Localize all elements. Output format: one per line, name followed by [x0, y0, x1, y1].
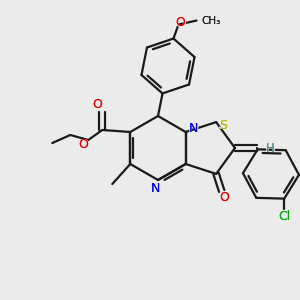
Text: O: O [92, 98, 102, 110]
Text: O: O [78, 139, 88, 152]
Text: Cl: Cl [278, 210, 290, 223]
Text: O: O [78, 139, 88, 152]
Text: H: H [264, 142, 275, 154]
Text: H: H [266, 142, 274, 154]
Text: S: S [219, 118, 227, 132]
Text: N: N [150, 182, 160, 194]
Text: N: N [149, 181, 161, 195]
Text: O: O [176, 16, 185, 29]
Text: S: S [218, 118, 228, 132]
Text: O: O [219, 191, 229, 204]
Text: O: O [218, 191, 230, 205]
Text: H: H [266, 142, 274, 154]
Text: Cl: Cl [277, 210, 292, 224]
Text: N: N [150, 182, 160, 194]
Text: O: O [77, 138, 89, 152]
Text: O: O [175, 16, 186, 29]
Text: CH₃: CH₃ [202, 16, 221, 26]
Text: O: O [92, 98, 102, 110]
Text: CH₃: CH₃ [202, 16, 221, 26]
Text: O: O [91, 97, 103, 111]
Text: N: N [188, 121, 200, 135]
Text: N: N [189, 122, 198, 134]
Text: Cl: Cl [278, 210, 290, 223]
Text: O: O [176, 16, 185, 29]
Text: S: S [219, 118, 227, 132]
Text: O: O [219, 191, 229, 204]
Text: N: N [189, 122, 198, 134]
